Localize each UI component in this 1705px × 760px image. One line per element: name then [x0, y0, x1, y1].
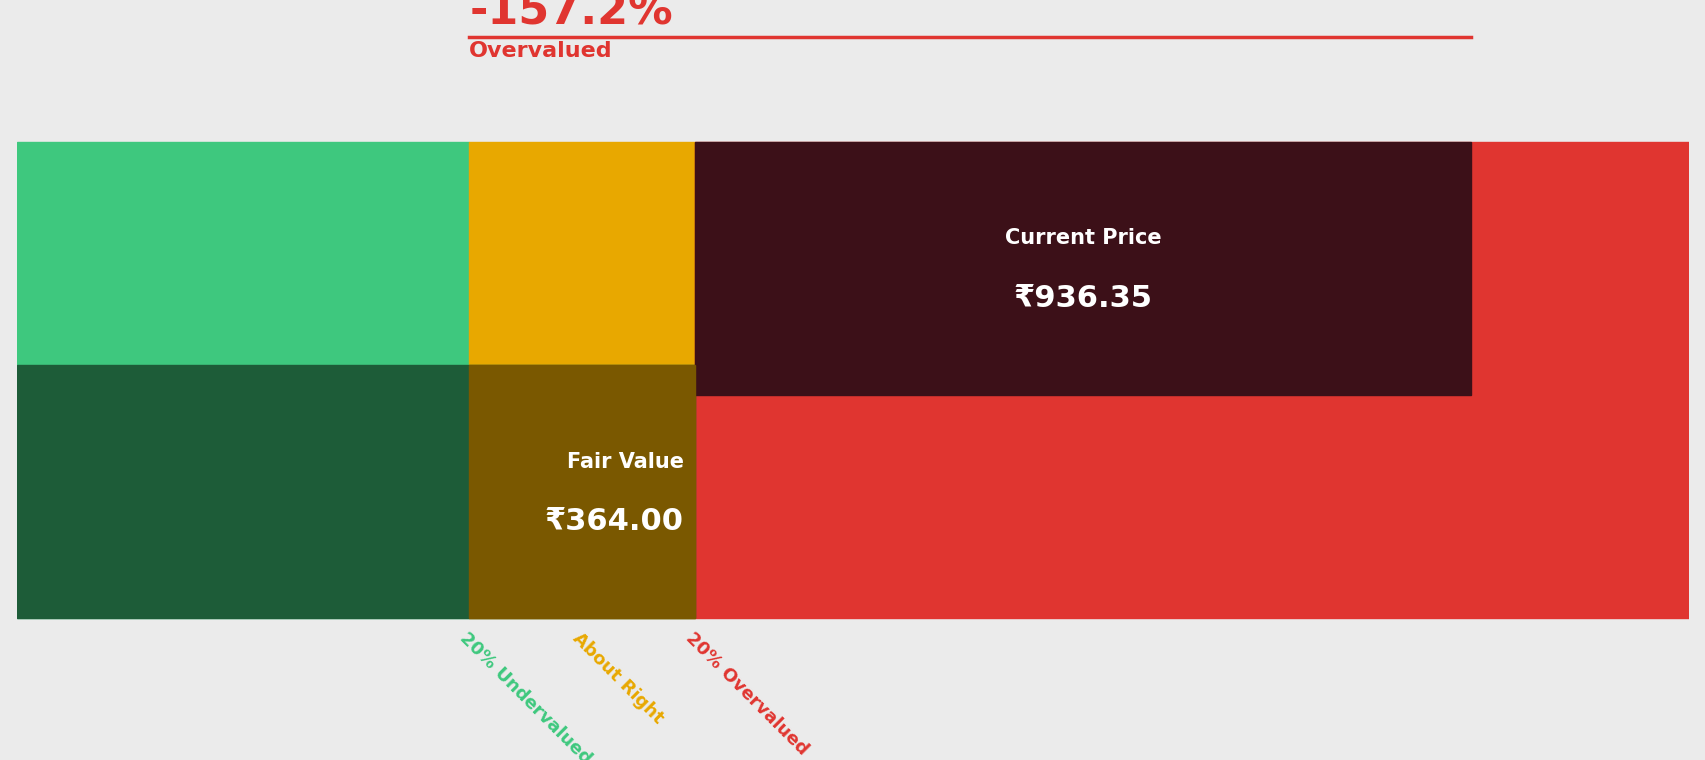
Bar — [696, 141, 1688, 619]
Bar — [469, 365, 696, 619]
Bar — [17, 141, 469, 619]
Text: 20% Undervalued: 20% Undervalued — [457, 629, 595, 760]
Text: Current Price: Current Price — [1004, 229, 1161, 249]
Text: About Right: About Right — [569, 629, 667, 727]
Text: Fair Value: Fair Value — [566, 452, 684, 472]
Text: ₹364.00: ₹364.00 — [544, 507, 684, 536]
Text: 20% Overvalued: 20% Overvalued — [682, 629, 812, 759]
Bar — [696, 141, 1470, 395]
Bar — [17, 365, 696, 619]
Text: -157.2%: -157.2% — [469, 0, 672, 33]
Bar — [469, 141, 696, 619]
Text: ₹936.35: ₹936.35 — [1013, 283, 1153, 312]
Text: Overvalued: Overvalued — [469, 41, 612, 61]
